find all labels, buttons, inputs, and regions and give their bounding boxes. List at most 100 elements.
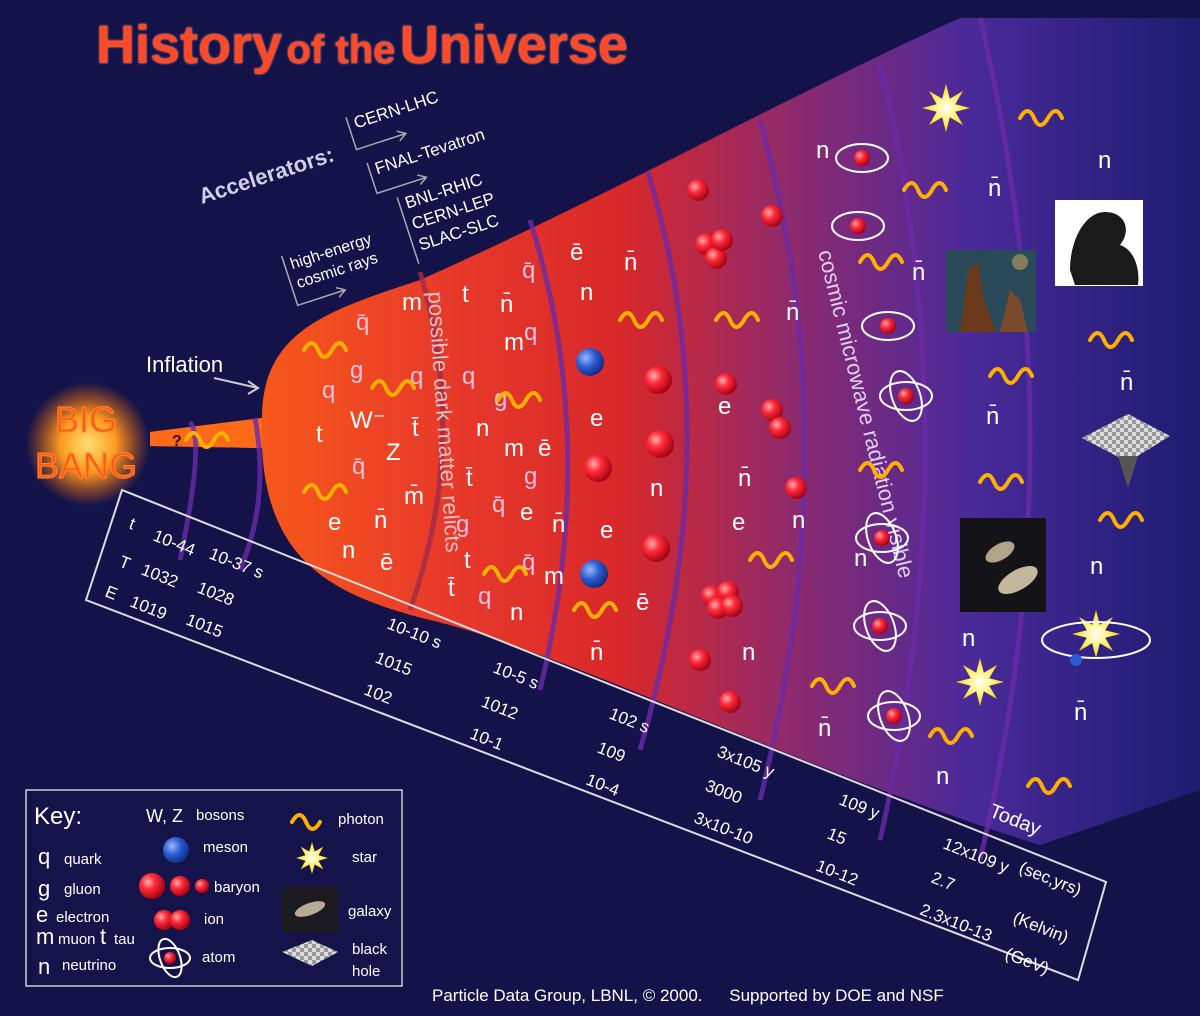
big-bang-mark: ?	[172, 433, 182, 450]
particle-antineutrino: n̄	[786, 299, 799, 326]
particle-neutrino: n	[476, 415, 489, 442]
legend-label: ion	[204, 911, 224, 928]
big-bang-line2: BANG	[35, 445, 137, 486]
legend-symbol: g	[38, 876, 50, 901]
scale-tick-t: 10-5 s	[491, 658, 542, 693]
planet-icon	[1070, 654, 1082, 666]
particle-antiquark: q̄	[356, 309, 369, 336]
scale-tick-E: 3x10-10	[691, 808, 755, 848]
scale-tick-T: 1012	[479, 692, 521, 724]
legend-label: atom	[202, 949, 235, 966]
scale-row-label: T	[117, 552, 134, 573]
particle-muon: m	[504, 329, 524, 356]
particle-W_minus: W⁻	[350, 407, 385, 434]
particle-antineutrino: n̄	[1074, 699, 1087, 726]
particle-positron: ē	[538, 435, 551, 462]
particle-neutrino: n	[962, 625, 975, 652]
particle-Z: Z	[386, 439, 401, 466]
legend-meson-icon	[163, 837, 189, 863]
particle-neutrino: n	[936, 763, 949, 790]
legend-label: muon	[58, 931, 96, 948]
legend-label: quark	[64, 851, 102, 868]
particle-quark: q	[322, 377, 335, 404]
legend-label: galaxy	[348, 903, 392, 920]
legend-label: black	[352, 941, 388, 958]
legend-symbol: n	[38, 954, 50, 979]
particle-tau: t	[462, 281, 469, 308]
meson-icon	[580, 560, 608, 588]
particle-antimuon: m̄	[404, 483, 424, 510]
inflation-label: Inflation	[146, 352, 223, 377]
legend-star-icon	[296, 842, 328, 874]
scale-tick-T: 1032	[139, 560, 181, 592]
credits-right: Supported by DOE and NSF	[729, 986, 944, 1005]
credits: Particle Data Group, LBNL, © 2000. Suppo…	[432, 986, 966, 1006]
star-icon	[956, 658, 1004, 706]
particle-antineutrino: n̄	[818, 715, 831, 742]
particle-electron: e	[328, 509, 341, 536]
scale-tick-T: 109	[595, 738, 628, 766]
scale-tick-T: 1015	[373, 648, 415, 680]
scale-tick-E: 1015	[183, 610, 225, 642]
legend-label: bosons	[196, 807, 244, 824]
scale-tick-T: 2.7	[929, 868, 958, 894]
particle-neutrino: n	[580, 279, 593, 306]
particle-antitau: t̄	[411, 415, 419, 442]
scale-tick-E: 10-12	[813, 856, 860, 890]
legend-label: gluon	[64, 881, 101, 898]
scale-row-label: E	[103, 582, 121, 604]
accelerator-cern-lhc: CERN-LHC	[351, 87, 440, 132]
particle-quark: q	[462, 363, 475, 390]
particle-antineutrino: n̄	[912, 259, 925, 286]
particle-antineutrino: n̄	[552, 511, 565, 538]
legend-symbol: W, Z	[146, 806, 183, 826]
scale-tick-t: 10-37 s	[207, 544, 267, 582]
ion-icon	[711, 229, 733, 251]
scale-tick-E: 102	[361, 680, 394, 708]
scale-tick-t: 102 s	[607, 704, 653, 737]
scale-unit: (sec,yrs)	[1017, 858, 1085, 900]
particle-neutrino: n	[510, 599, 523, 626]
big-bang-line1: BIG	[55, 399, 117, 440]
particle-quark: q	[478, 583, 491, 610]
particle-neutrino: n	[742, 639, 755, 666]
particle-antineutrino: n̄	[500, 291, 513, 318]
particle-antineutrino: n̄	[374, 507, 387, 534]
particle-antineutrino: n̄	[986, 403, 999, 430]
particle-electron: e	[590, 405, 603, 432]
baryon-icon	[769, 417, 791, 439]
accelerators-heading: Accelerators:	[196, 142, 337, 209]
particle-electron: e	[520, 499, 533, 526]
particle-neutrino: n	[650, 475, 663, 502]
particle-electron: e	[600, 517, 613, 544]
inflation-arrow	[214, 378, 258, 394]
scale-unit: (GeV)	[1003, 944, 1052, 978]
particle-muon: m	[544, 563, 564, 590]
legend-label: photon	[338, 811, 384, 828]
baryon-icon	[689, 649, 711, 671]
pillars-of-creation-image	[946, 250, 1036, 332]
baryon-icon	[644, 366, 672, 394]
legend-label: tau	[114, 931, 135, 948]
particle-tau: t	[464, 547, 471, 574]
inflation-tube	[150, 418, 262, 448]
legend-symbol: t	[100, 924, 106, 949]
particle-gluon: g	[350, 357, 363, 384]
particle-gluon: g	[524, 463, 537, 490]
legend-label: star	[352, 849, 377, 866]
particle-neutrino: n	[792, 507, 805, 534]
particle-antineutrino: n̄	[624, 249, 637, 276]
star-icon	[1072, 610, 1120, 658]
particle-antineutrino: n̄	[1120, 369, 1133, 396]
particle-neutrino: n	[1090, 553, 1103, 580]
scale-tick-t: 109 y	[837, 790, 883, 823]
legend-label: neutrino	[62, 957, 116, 974]
ion-icon	[721, 595, 743, 617]
baryon-icon	[642, 534, 670, 562]
baryon-icon	[584, 454, 612, 482]
galaxy-image	[960, 518, 1046, 612]
particle-antineutrino: n̄	[738, 465, 751, 492]
particle-antiquark: q̄	[522, 257, 535, 284]
meson-icon	[576, 348, 604, 376]
